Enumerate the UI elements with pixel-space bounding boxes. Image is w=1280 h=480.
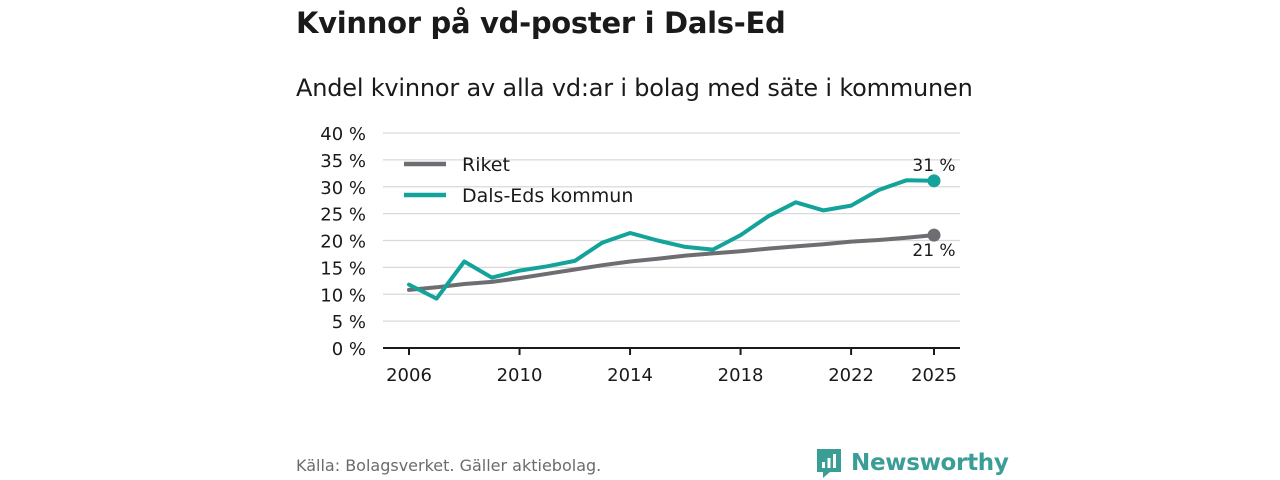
y-tick-label: 0 % bbox=[332, 339, 366, 360]
series-line-dals-eds-kommun bbox=[407, 178, 936, 301]
x-tick-label: 2010 bbox=[497, 365, 543, 386]
axes: 0 % 5 % 10 % 15 % 20 % 25 % 30 % 35 % 40 % 2006 20… bbox=[320, 124, 960, 386]
y-tick-label: 40 % bbox=[320, 124, 366, 145]
legend-label-riket: Riket bbox=[462, 154, 510, 176]
end-point-dals-eds-kommun bbox=[927, 174, 941, 188]
source-note: Källa: Bolagsverket. Gäller aktiebolag. bbox=[296, 456, 602, 475]
end-label-riket: 21 % bbox=[912, 241, 955, 261]
x-tick-label: 2022 bbox=[828, 365, 874, 386]
x-tick-label: 2018 bbox=[718, 365, 764, 386]
end-point-riket bbox=[927, 228, 941, 242]
x-tick-label: 2025 bbox=[911, 365, 957, 386]
x-tick-label: 2006 bbox=[386, 365, 432, 386]
series-lines: 21 % 31 % bbox=[407, 156, 956, 301]
y-tick-label: 10 % bbox=[320, 285, 366, 306]
chart-title: Kvinnor på vd-poster i Dals-Ed bbox=[296, 6, 786, 40]
y-tick-label: 30 % bbox=[320, 178, 366, 199]
y-tick-label: 35 % bbox=[320, 151, 366, 172]
end-label-dals-eds-kommun: 31 % bbox=[912, 156, 955, 176]
newsworthy-logo-icon bbox=[817, 449, 841, 478]
legend-label-dals-eds-kommun: Dals-Eds kommun bbox=[462, 185, 633, 207]
x-tick-label: 2014 bbox=[607, 365, 653, 386]
legend: Riket Dals-Eds kommun bbox=[404, 154, 633, 207]
series-line-riket bbox=[407, 233, 936, 292]
brand-name: Newsworthy bbox=[851, 450, 1009, 476]
y-tick-label: 15 % bbox=[320, 258, 366, 279]
y-tick-label: 5 % bbox=[332, 312, 366, 333]
y-tick-label: 25 % bbox=[320, 205, 366, 226]
brand-logo: Newsworthy bbox=[815, 446, 1009, 480]
chart-subtitle: Andel kvinnor av alla vd:ar i bolag med … bbox=[296, 74, 973, 102]
y-tick-label: 20 % bbox=[320, 232, 366, 253]
